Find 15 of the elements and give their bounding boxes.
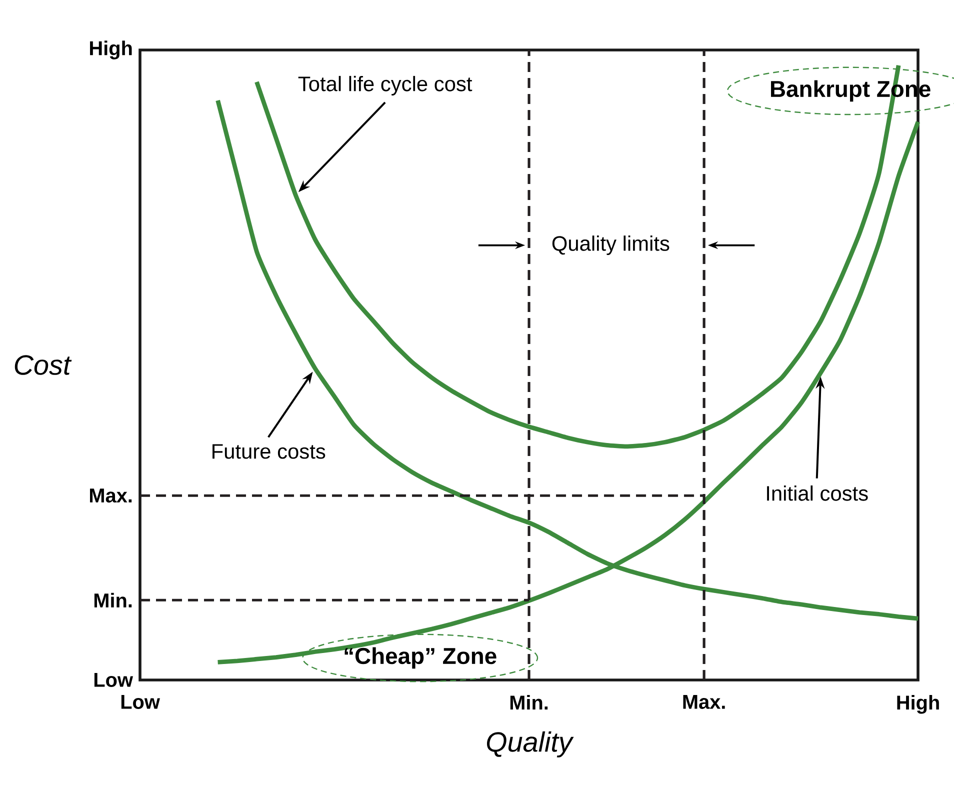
x-tick-label: Low (121, 695, 160, 709)
text: High (90, 40, 132, 60)
x-tick-label: Min. (510, 695, 548, 710)
series-label: Initial costs (767, 485, 868, 501)
x-tick-label: High (897, 695, 939, 714)
series-label: Future costs (212, 444, 326, 459)
text: Low (94, 673, 134, 687)
annotation: “Cheap” Zone (344, 647, 496, 669)
x-axis-title: Quality (486, 731, 574, 758)
y-axis-title: Cost (14, 355, 72, 375)
ref-line-label: Min. (94, 592, 132, 608)
ref-line-label: Max. (90, 488, 132, 503)
series-label: Total life cycle cost (298, 76, 472, 96)
annotation: Quality limits (552, 236, 670, 256)
x-tick-label: Max. (683, 695, 725, 709)
